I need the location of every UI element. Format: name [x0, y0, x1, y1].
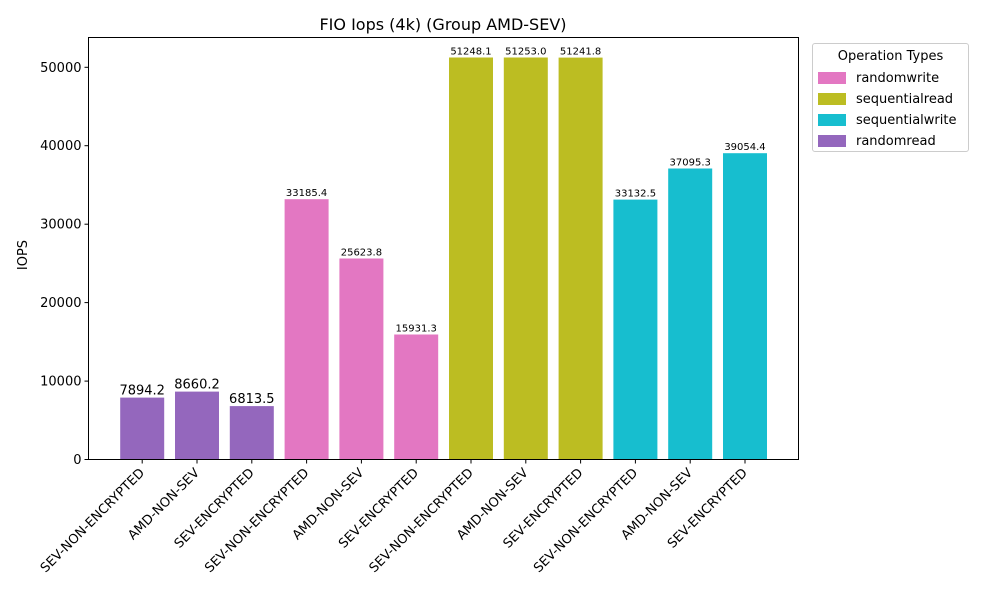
legend-label: sequentialwrite — [856, 112, 957, 128]
bar-value-label: 37095.3 — [670, 158, 711, 169]
bar-sequentialwrite-10 — [668, 168, 713, 460]
bar-value-label: 51253.0 — [505, 47, 546, 58]
bar-value-label: 7894.2 — [119, 384, 165, 399]
legend-label: randomread — [856, 133, 936, 149]
bar-value-label: 51248.1 — [450, 47, 491, 58]
bar-value-label: 33132.5 — [615, 189, 656, 200]
legend-swatch-sequentialwrite — [818, 114, 846, 126]
legend-title: Operation Types — [837, 49, 944, 64]
y-axis-label: IOPS — [16, 240, 31, 270]
legend-item-sequentialread: sequentialread — [818, 91, 953, 107]
bar-value-label: 25623.8 — [341, 248, 382, 259]
legend-item-randomread: randomread — [818, 133, 936, 149]
bar-value-label: 6813.5 — [229, 392, 275, 407]
bar-randomread-1 — [175, 391, 219, 460]
bar-sequentialwrite-11 — [723, 153, 767, 460]
bar-sequentialread-7 — [503, 57, 548, 460]
bar-randomread-2 — [229, 406, 274, 460]
y-tick-label: 40000 — [40, 139, 81, 154]
legend-label: sequentialread — [856, 91, 954, 107]
bar-sequentialwrite-9 — [613, 199, 658, 460]
y-tick-label: 50000 — [40, 61, 81, 76]
legend-swatch-randomwrite — [818, 72, 846, 84]
x-tick-label: SEV-NON-ENCRYPTED — [38, 466, 148, 576]
x-tick-label: SEV-NON-ENCRYPTED — [367, 466, 477, 576]
x-tick-label: SEV-NON-ENCRYPTED — [202, 466, 312, 576]
bar-randomread-0 — [120, 397, 165, 460]
bar-randomwrite-5 — [394, 334, 439, 460]
bar-value-label: 51241.8 — [560, 47, 601, 58]
bar-sequentialread-8 — [558, 57, 603, 460]
chart-title: FIO Iops (4k) (Group AMD-SEV) — [319, 15, 566, 34]
legend: Operation Types randomwrite sequentialre… — [812, 43, 969, 152]
bar-value-label: 33185.4 — [286, 188, 327, 199]
bar-value-label: 39054.4 — [724, 142, 765, 153]
bar-randomwrite-3 — [284, 199, 329, 460]
plot-frame — [88, 37, 799, 460]
y-tick-label: 20000 — [40, 296, 81, 311]
y-tick-label: 0 — [73, 453, 81, 468]
y-tick-label: 30000 — [40, 218, 81, 233]
legend-label: randomwrite — [856, 70, 940, 86]
legend-swatch-randomread — [818, 135, 846, 147]
legend-item-sequentialwrite: sequentialwrite — [818, 112, 956, 128]
bar-sequentialread-6 — [449, 57, 493, 460]
bar-randomwrite-4 — [339, 258, 384, 460]
legend-item-randomwrite: randomwrite — [818, 70, 939, 86]
bar-value-label: 8660.2 — [174, 378, 220, 393]
legend-swatch-sequentialread — [818, 93, 846, 105]
bar-value-label: 15931.3 — [396, 324, 437, 335]
y-tick-label: 10000 — [40, 375, 81, 390]
x-tick-label: SEV-NON-ENCRYPTED — [531, 466, 641, 576]
